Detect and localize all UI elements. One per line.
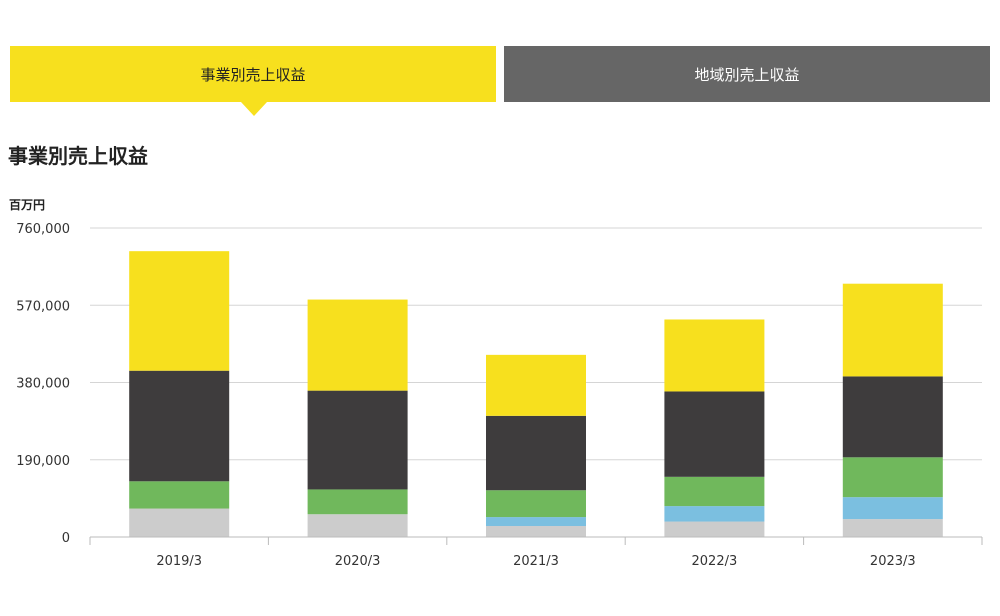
tab-regional-revenue[interactable]: 地域別売上収益 [504, 46, 990, 102]
x-tick-label: 2019/3 [156, 554, 202, 569]
y-tick-label: 570,000 [16, 299, 70, 314]
bar-segment [486, 415, 586, 491]
tab-regional-revenue-label: 地域別売上収益 [694, 65, 800, 84]
bar-segment [486, 517, 586, 527]
bar-segment [307, 514, 408, 537]
x-tick-label: 2023/3 [870, 554, 916, 569]
x-tick-label: 2021/3 [513, 554, 559, 569]
bar-segment [486, 490, 586, 518]
x-tick-label: 2020/3 [335, 554, 381, 569]
bar-segment [307, 390, 408, 490]
y-tick-label: 760,000 [16, 222, 70, 237]
bar-segment [842, 457, 943, 498]
bar-segment [486, 526, 586, 537]
bar-segment [129, 251, 230, 371]
bar-segment [664, 476, 765, 507]
x-tick-label: 2022/3 [692, 554, 738, 569]
active-tab-pointer [241, 102, 267, 116]
y-tick-label: 190,000 [16, 454, 70, 469]
bar-segment [842, 519, 943, 537]
bar-segment [129, 508, 230, 537]
bar-segment [486, 354, 586, 416]
y-tick-label: 0 [62, 531, 70, 546]
bar-segment [307, 299, 408, 391]
tab-business-revenue-label: 事業別売上収益 [200, 65, 306, 84]
bar-segment [664, 319, 765, 392]
bar-segment [842, 376, 943, 458]
bar-segment [842, 497, 943, 520]
bar-segment [664, 391, 765, 477]
bar-segment [664, 506, 765, 522]
tab-business-revenue[interactable]: 事業別売上収益 [10, 46, 496, 102]
section-title: 事業別売上収益 [8, 144, 148, 168]
bar-segment [664, 521, 765, 537]
y-tick-label: 380,000 [16, 377, 70, 392]
bar-segment [129, 370, 230, 482]
bar-segment [307, 489, 408, 515]
y-axis-unit-label: 百万円 [9, 198, 46, 212]
bar-segment [842, 283, 943, 377]
bar-segment [129, 481, 230, 509]
